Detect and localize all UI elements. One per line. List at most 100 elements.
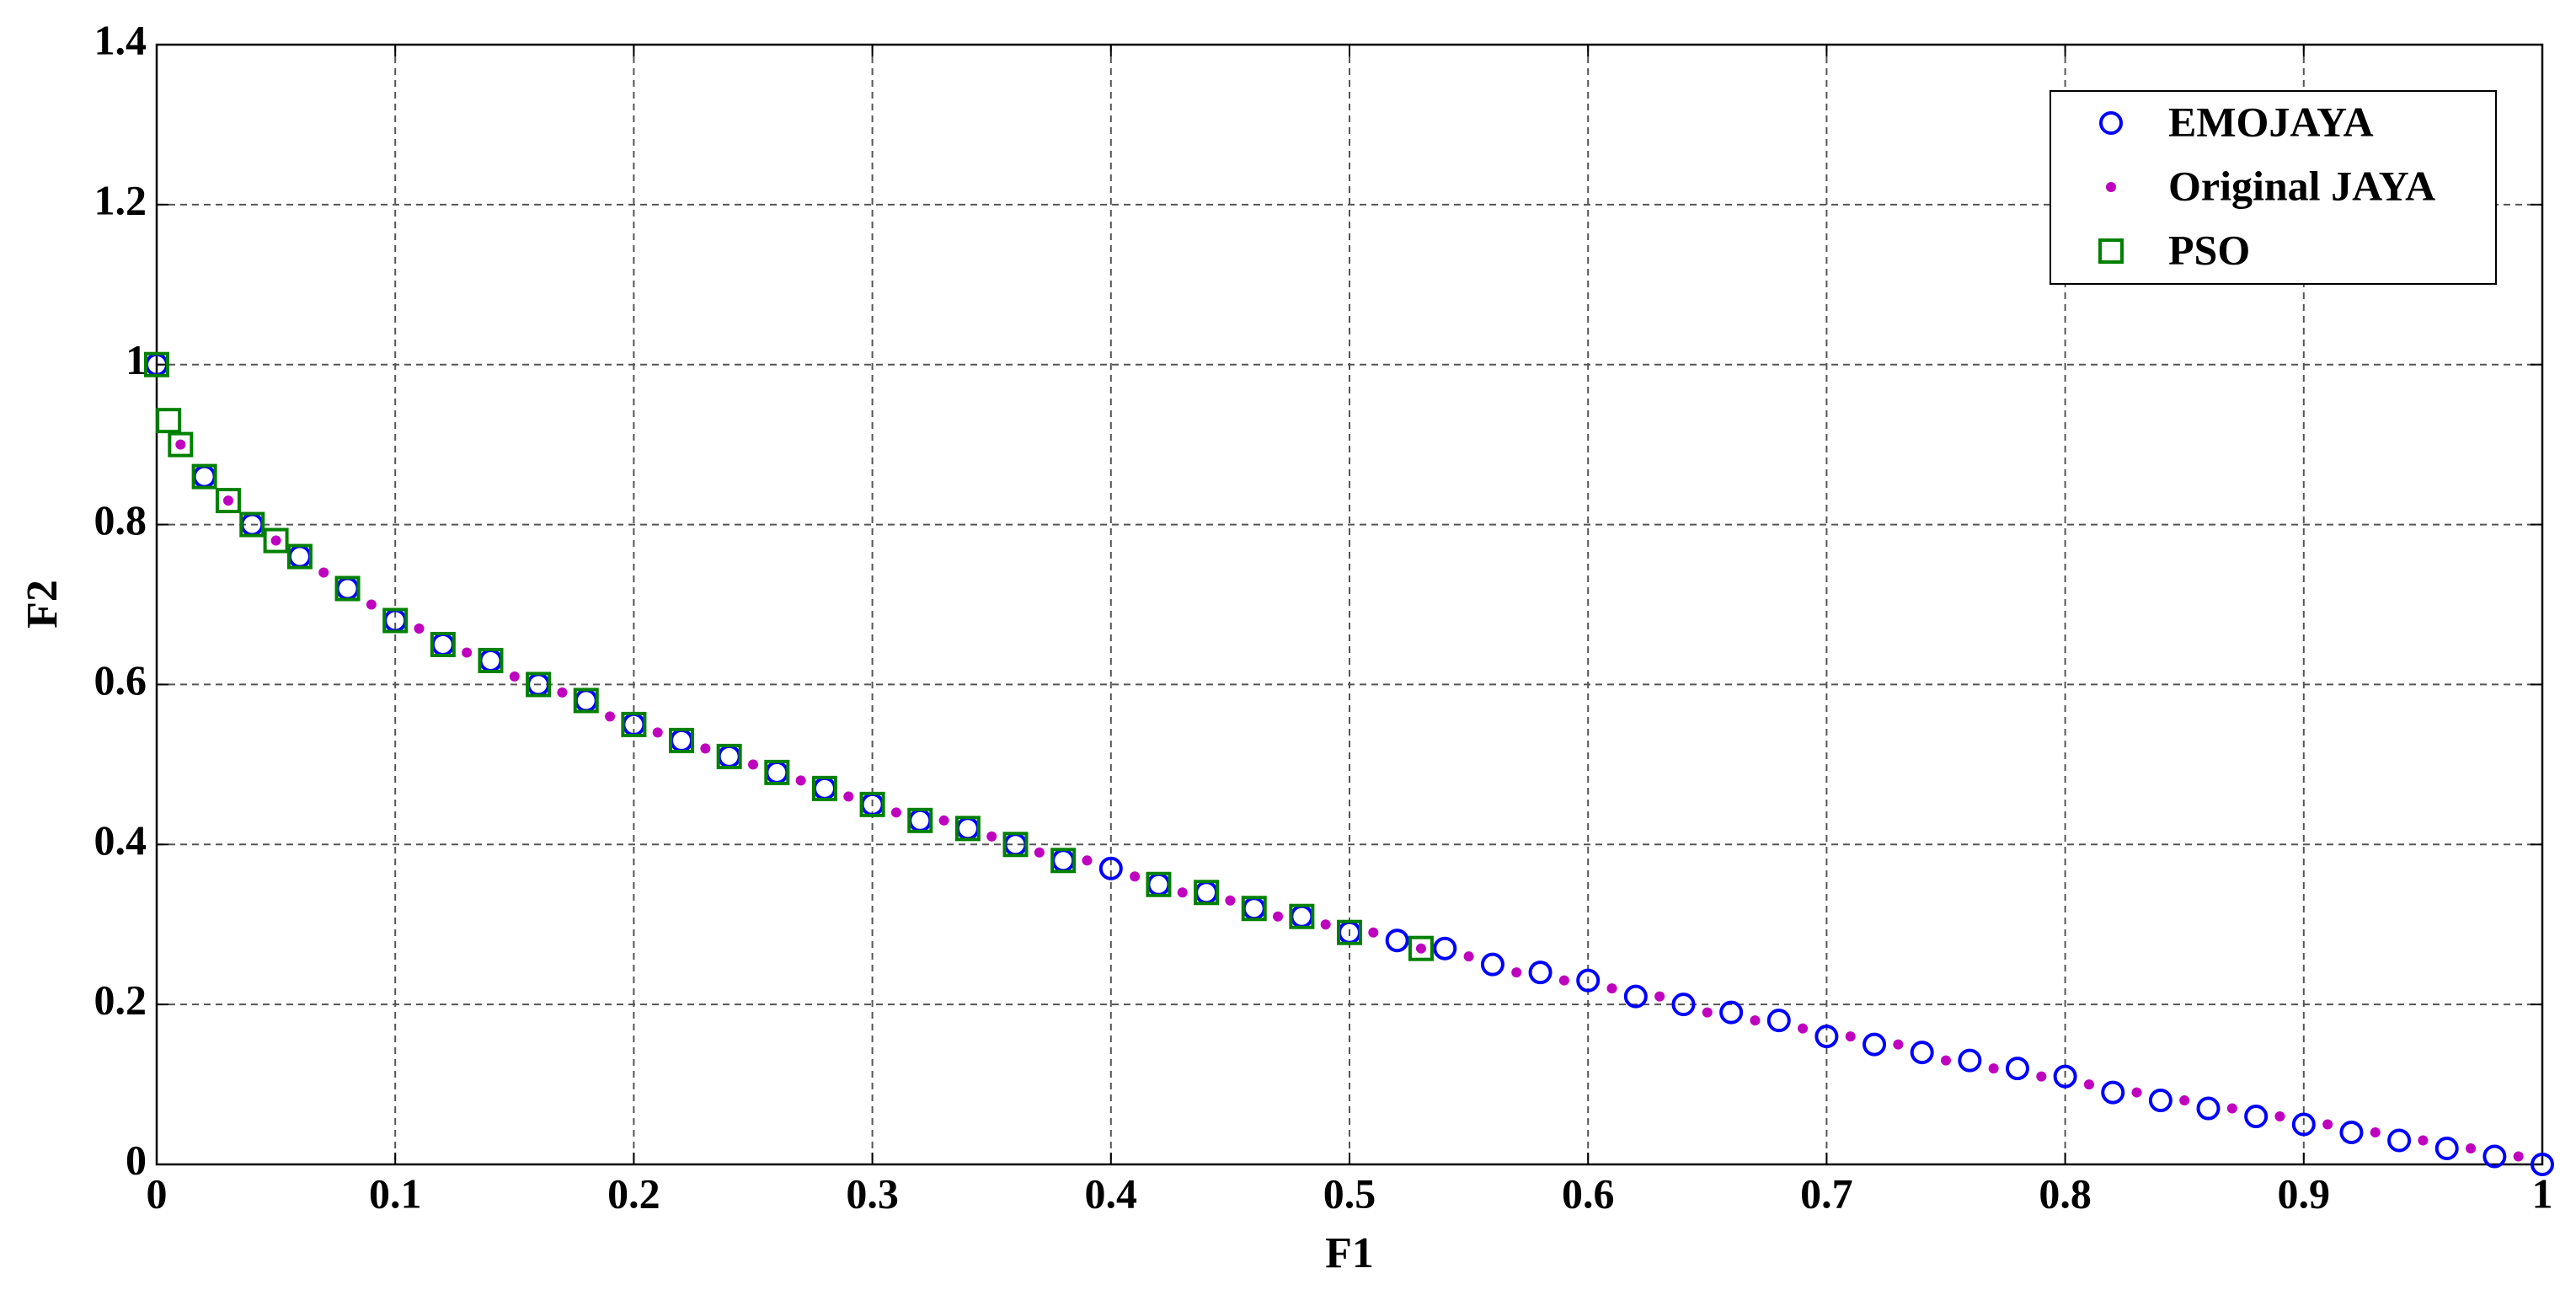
- point: [1082, 855, 1093, 866]
- x-tick-label: 0.7: [1800, 1169, 1853, 1217]
- point: [286, 543, 313, 570]
- x-tick-label: 0.1: [369, 1169, 422, 1217]
- point: [986, 831, 997, 842]
- y-tick-label: 1.4: [94, 16, 147, 63]
- point: [2466, 1143, 2477, 1154]
- point: [478, 647, 504, 673]
- x-tick-label: 0.5: [1323, 1169, 1376, 1217]
- point: [2101, 1080, 2125, 1105]
- point: [907, 807, 933, 833]
- point: [1528, 961, 1553, 985]
- point: [175, 439, 186, 450]
- point: [1415, 943, 1426, 954]
- point: [1289, 903, 1315, 929]
- point: [652, 727, 663, 738]
- plot-frame: [155, 43, 2544, 1166]
- point: [1034, 847, 1045, 858]
- point: [1130, 871, 1141, 882]
- y-axis-label: F2: [19, 580, 67, 629]
- point: [2513, 1151, 2524, 1162]
- point: [1146, 871, 1172, 897]
- point: [222, 495, 233, 506]
- point: [2036, 1071, 2047, 1082]
- point: [156, 408, 182, 434]
- point: [1798, 1023, 1809, 1034]
- point: [573, 688, 599, 714]
- y-tick-label: 1.2: [94, 176, 147, 223]
- point: [2339, 1121, 2364, 1145]
- y-tick-label: 0.6: [94, 656, 147, 704]
- point: [2322, 1119, 2333, 1130]
- legend-label: Original JAYA: [2168, 162, 2435, 209]
- point: [2387, 1128, 2412, 1153]
- point: [318, 567, 329, 578]
- point: [1225, 895, 1236, 906]
- point: [1941, 1055, 1951, 1066]
- legend-marker: [2099, 111, 2123, 135]
- point: [1320, 919, 1331, 930]
- point: [270, 535, 281, 546]
- y-tick-label: 0.4: [94, 816, 147, 864]
- point: [605, 711, 616, 722]
- point: [1958, 1048, 1982, 1073]
- point: [557, 687, 568, 698]
- point: [1893, 1039, 1904, 1050]
- point: [2434, 1137, 2459, 1161]
- point: [239, 511, 265, 538]
- point: [366, 599, 377, 610]
- point: [2148, 1089, 2172, 1113]
- point: [2083, 1079, 2094, 1090]
- point: [215, 488, 241, 514]
- point: [1606, 983, 1617, 994]
- y-tick-label: 0: [126, 1136, 147, 1183]
- point: [1050, 848, 1077, 874]
- point: [168, 431, 194, 458]
- point: [890, 807, 901, 818]
- point: [1511, 967, 1522, 978]
- point: [1654, 991, 1665, 1002]
- point: [1241, 896, 1267, 922]
- point: [2179, 1095, 2190, 1106]
- x-axis-label: F1: [1325, 1229, 1374, 1277]
- legend-label: PSO: [2168, 226, 2250, 273]
- point: [2418, 1135, 2429, 1146]
- x-tick-label: 1: [2532, 1169, 2553, 1217]
- point: [1385, 928, 1409, 953]
- point: [1194, 880, 1220, 906]
- point: [509, 671, 520, 682]
- legend-box: [2050, 90, 2497, 285]
- point: [938, 815, 949, 826]
- point: [811, 775, 837, 801]
- point: [2005, 1057, 2029, 1081]
- point: [1098, 856, 1123, 880]
- point: [144, 351, 169, 377]
- point: [414, 623, 425, 634]
- point: [1702, 1007, 1713, 1018]
- point: [1814, 1025, 1839, 1049]
- point: [954, 816, 981, 842]
- legend-label: EMOJAYA: [2168, 98, 2374, 145]
- series: [175, 439, 2524, 1162]
- point: [1750, 1015, 1761, 1026]
- point: [1480, 952, 1504, 977]
- point: [2482, 1144, 2507, 1169]
- point: [2053, 1064, 2077, 1089]
- point: [1671, 993, 1696, 1017]
- point: [843, 791, 854, 802]
- point: [1368, 927, 1379, 938]
- legend-marker: [2106, 182, 2116, 192]
- series: [144, 351, 1434, 961]
- point: [1408, 935, 1434, 961]
- point: [1558, 975, 1569, 986]
- point: [1576, 968, 1601, 993]
- y-tick-label: 0.8: [94, 496, 147, 543]
- point: [2131, 1087, 2142, 1098]
- point: [2291, 1112, 2316, 1137]
- point: [1433, 936, 1457, 961]
- point: [1766, 1009, 1791, 1033]
- point: [1002, 832, 1029, 858]
- point: [1845, 1031, 1856, 1042]
- point: [1719, 1000, 1744, 1025]
- x-tick-label: 0: [147, 1169, 168, 1217]
